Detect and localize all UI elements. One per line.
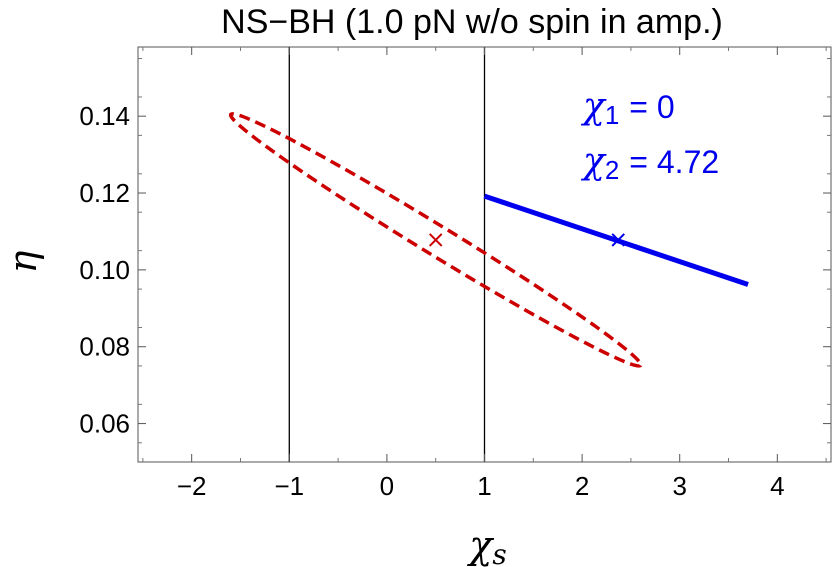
annotation-value: = 4.72 — [629, 144, 719, 180]
x-tick-label-1: −1 — [274, 471, 304, 501]
y-tick-label-0: 0.06 — [79, 409, 130, 439]
annotation-value: = 0 — [629, 89, 674, 125]
y-tick-label-2: 0.10 — [79, 255, 130, 285]
x-tick-label-3: 1 — [477, 471, 491, 501]
annotation-group: χ1 = 0χ2 = 4.72 — [580, 86, 719, 185]
confidence-ellipse — [228, 112, 643, 368]
blue-segment — [483, 193, 749, 287]
cross-marker-stroke-b — [428, 233, 443, 247]
cross-marker-stroke-b — [611, 233, 625, 247]
annotation-subscript: 2 — [605, 155, 619, 185]
x-tick-label-2: 0 — [380, 471, 394, 501]
x-axis-label: χs — [466, 523, 506, 567]
blue-segment-group — [483, 193, 749, 287]
red-ellipse-group — [228, 112, 643, 368]
y-tick-label-4: 0.14 — [79, 101, 130, 131]
annotation-0: χ1 = 0 — [580, 86, 675, 130]
annotation-symbol: χ — [580, 86, 607, 127]
cross-marker-0 — [428, 233, 443, 247]
x-tick-label-5: 3 — [672, 471, 686, 501]
y-tick-label-3: 0.12 — [79, 178, 130, 208]
x-tick-label-0: −2 — [177, 471, 207, 501]
y-axis: 0.06 0.08 0.10 0.12 0.14 — [79, 58, 831, 444]
reference-lines — [288, 47, 486, 462]
marker-group — [428, 233, 625, 247]
x-axis: −2 −1 0 1 2 3 4 — [142, 47, 827, 501]
x-axis-label-symbol: χ — [466, 523, 494, 567]
y-axis-label: η — [1, 250, 45, 273]
x-axis-label-subscript: s — [492, 538, 506, 567]
y-tick-label-1: 0.08 — [79, 332, 130, 362]
annotation-symbol: χ — [580, 141, 607, 182]
annotation-1: χ2 = 4.72 — [580, 141, 719, 185]
x-tick-label-4: 2 — [575, 471, 589, 501]
annotation-subscript: 1 — [605, 100, 619, 130]
cross-marker-1 — [611, 233, 625, 247]
x-tick-label-6: 4 — [770, 471, 784, 501]
chart-title: NS−BH (1.0 pN w/o spin in amp.) — [221, 3, 723, 41]
